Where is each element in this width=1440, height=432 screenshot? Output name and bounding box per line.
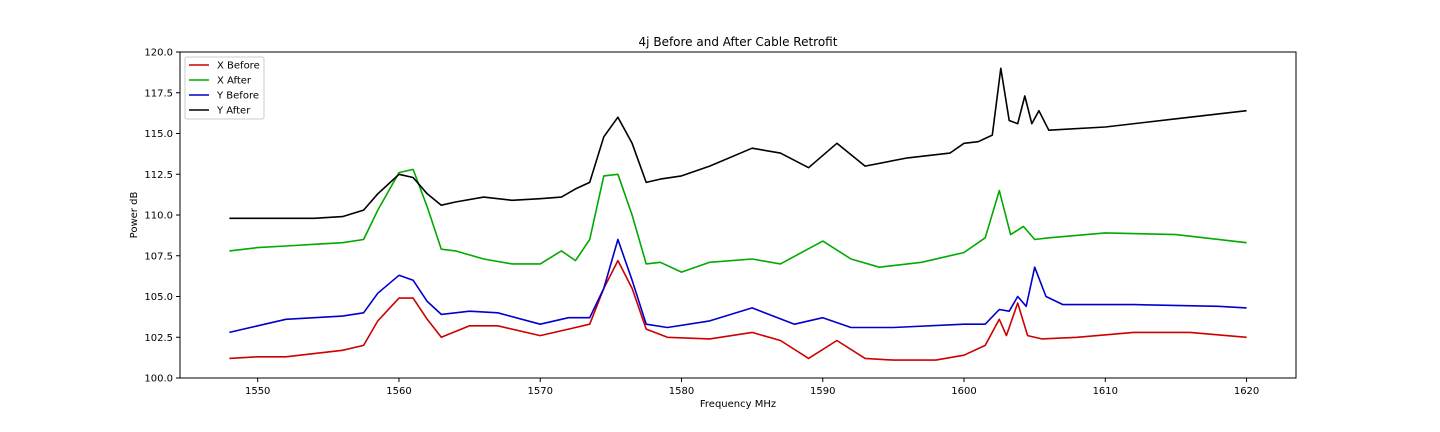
- legend-label-3: Y After: [216, 106, 251, 117]
- x-tick-label: 1560: [386, 386, 411, 397]
- y-tick-label: 107.5: [144, 251, 173, 262]
- legend: X Before X After Y Before Y After: [184, 56, 265, 120]
- chart-title: 4j Before and After Cable Retrofit: [639, 35, 838, 49]
- x-tick-label: 1590: [810, 386, 835, 397]
- x-tick-label: 1550: [245, 386, 270, 397]
- series-line-0: [229, 259, 1247, 361]
- legend-label-2: Y Before: [216, 91, 259, 102]
- y-tick-label: 105.0: [144, 292, 173, 303]
- x-tick-label: 1570: [528, 386, 553, 397]
- y-tick-label: 117.5: [144, 88, 173, 99]
- x-axis-label: Frequency MHz: [700, 399, 776, 410]
- x-tick-label: 1610: [1093, 386, 1118, 397]
- series-lines: [229, 67, 1247, 361]
- legend-label-1: X After: [217, 76, 252, 87]
- y-axis: 100.0 102.5 105.0 107.5 110.0 112.5 115.0 117.5…: [144, 48, 180, 385]
- y-tick-label: 102.5: [144, 333, 173, 344]
- y-tick-label: 112.5: [144, 170, 173, 181]
- x-tick-label: 1600: [951, 386, 976, 397]
- legend-label-0: X Before: [217, 61, 260, 72]
- y-tick-label: 115.0: [144, 129, 173, 140]
- legend-box: [184, 56, 265, 120]
- y-tick-label: 100.0: [144, 374, 173, 385]
- y-tick-label: 110.0: [144, 211, 173, 222]
- y-tick-label: 120.0: [144, 48, 173, 59]
- series-line-1: [229, 168, 1247, 273]
- series-line-2: [229, 238, 1247, 334]
- series-line-3: [229, 67, 1247, 220]
- x-tick-label: 1620: [1234, 386, 1259, 397]
- y-axis-label: Power dB: [129, 192, 140, 239]
- x-tick-label: 1580: [669, 386, 694, 397]
- x-axis: 1550 1560 1570 1580 1590 1600 1610 1620: [245, 378, 1259, 397]
